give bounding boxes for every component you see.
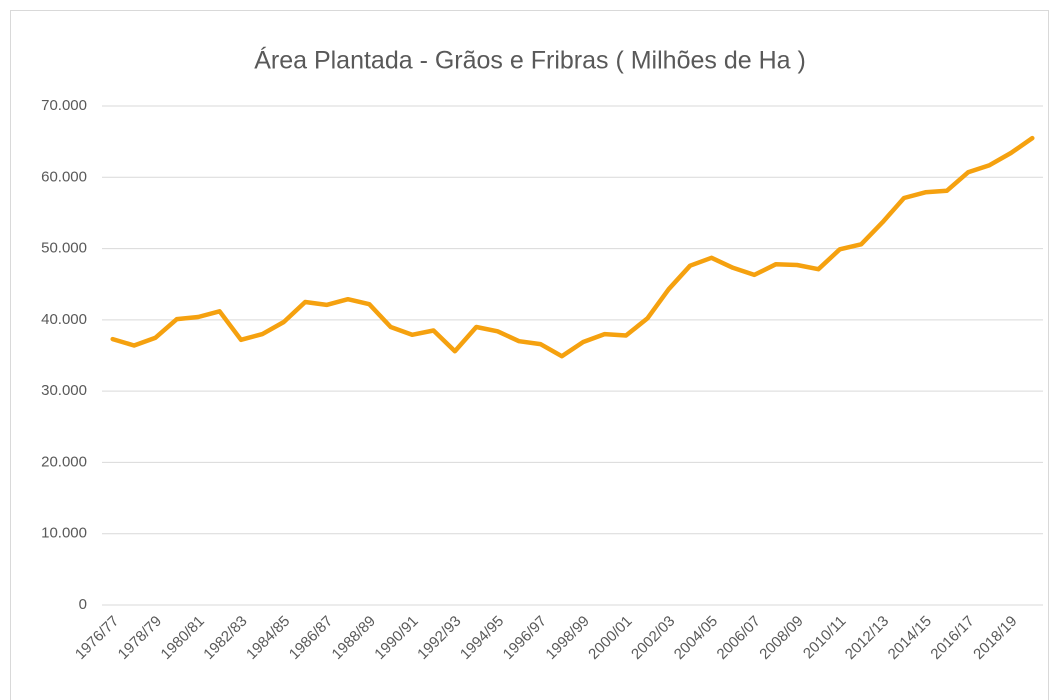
- y-tick-label: 70.000: [41, 97, 87, 114]
- line-series: [110, 135, 1035, 359]
- y-tick-label: 60.000: [41, 168, 87, 185]
- y-tick-label: 10.000: [41, 525, 87, 542]
- chart-title: Área Plantada - Grãos e Fribras ( Milhõe…: [254, 46, 806, 75]
- y-tick-label: 20.000: [41, 453, 87, 470]
- y-tick-label: 50.000: [41, 240, 87, 257]
- y-tick-label: 40.000: [41, 311, 87, 328]
- y-tick-label: 30.000: [41, 382, 87, 399]
- chart-frame: [10, 10, 1049, 700]
- y-tick-label: 0: [79, 596, 87, 613]
